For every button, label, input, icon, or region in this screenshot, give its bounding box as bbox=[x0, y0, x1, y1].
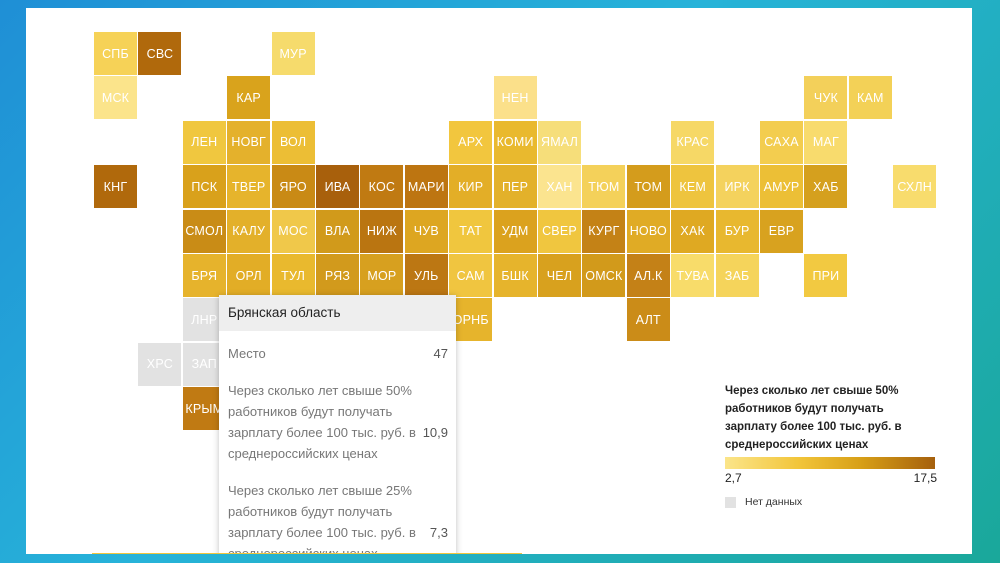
region-tile[interactable]: ЧУК bbox=[804, 76, 848, 120]
region-tile[interactable]: ХРС bbox=[138, 342, 182, 386]
region-tile[interactable]: МАГ bbox=[804, 120, 848, 164]
region-tile[interactable]: КРАС bbox=[671, 120, 715, 164]
tooltip-title: Брянская область bbox=[219, 295, 456, 331]
region-tile[interactable]: ЛНР bbox=[182, 298, 226, 342]
region-tile[interactable]: БРЯ bbox=[182, 254, 226, 297]
region-tile[interactable]: СМОЛ bbox=[182, 209, 226, 253]
region-tile[interactable]: ТУЛ bbox=[271, 254, 315, 297]
region-tile[interactable]: ЕВР bbox=[760, 209, 803, 253]
region-tile[interactable]: САХА bbox=[760, 120, 803, 164]
region-tile[interactable]: УЛЬ bbox=[404, 254, 448, 297]
region-tile[interactable]: КУРГ bbox=[582, 209, 626, 253]
bottom-tile-edge bbox=[92, 553, 522, 554]
region-tile[interactable]: НОВГ bbox=[227, 120, 271, 164]
region-tile[interactable]: ТЮМ bbox=[582, 165, 626, 209]
tooltip-row-25pct: Через сколько лет свыше 25% работников б… bbox=[219, 480, 456, 554]
region-tile[interactable]: АЛ.К bbox=[626, 254, 670, 297]
region-tile[interactable]: КНГ bbox=[94, 165, 137, 209]
region-tile[interactable]: ЯРО bbox=[271, 165, 315, 209]
tooltip-50pct-value: 10,9 bbox=[422, 425, 448, 440]
region-tile[interactable]: ОМСК bbox=[582, 254, 626, 297]
region-tile[interactable]: БШК bbox=[493, 254, 537, 297]
region-tile[interactable]: МОС bbox=[271, 209, 315, 253]
region-tile[interactable]: СПБ bbox=[94, 32, 137, 75]
region-tile[interactable]: НЕН bbox=[493, 76, 537, 120]
legend-nodata-swatch bbox=[725, 496, 736, 508]
legend-scale: 2,7 17,5 bbox=[725, 471, 937, 487]
region-tile[interactable]: ЧЕЛ bbox=[538, 254, 581, 297]
region-tile[interactable]: МСК bbox=[94, 76, 137, 120]
legend-gradient-bar bbox=[725, 457, 935, 469]
region-tile[interactable]: СХЛН bbox=[893, 165, 937, 209]
region-tile[interactable]: ХАБ bbox=[804, 165, 848, 209]
region-tile[interactable]: МУР bbox=[271, 32, 315, 75]
region-tile[interactable]: КАМ bbox=[848, 76, 892, 120]
color-legend: Через сколько лет свыше 50% работников б… bbox=[725, 382, 937, 508]
tooltip-25pct-label: Через сколько лет свыше 25% работников б… bbox=[228, 483, 416, 554]
region-tile[interactable]: АРХ bbox=[449, 120, 493, 164]
region-tile[interactable]: ТВЕР bbox=[227, 165, 271, 209]
legend-min-value: 2,7 bbox=[725, 471, 742, 485]
tooltip-25pct-value: 7,3 bbox=[429, 525, 448, 540]
tooltip-rank-value: 47 bbox=[433, 346, 448, 361]
legend-title: Через сколько лет свыше 50% работников б… bbox=[725, 385, 902, 451]
region-tile[interactable]: ЯМАЛ bbox=[538, 120, 581, 164]
region-tile[interactable]: ВЛА bbox=[316, 209, 359, 253]
map-panel: СПБ СВС МУР МСК КАР НЕН ЧУК КАМ ЛЕН НОВГ ВОЛ АРХ КОМ… bbox=[26, 8, 972, 554]
region-tile[interactable]: ТАТ bbox=[449, 209, 493, 253]
tooltip-50pct-label: Через сколько лет свыше 50% работников б… bbox=[228, 383, 416, 461]
region-tile[interactable]: ПРИ bbox=[804, 254, 848, 297]
region-tile[interactable]: КОС bbox=[360, 165, 404, 209]
region-tile[interactable]: ОРЛ bbox=[227, 254, 271, 297]
region-tile[interactable]: ОРНБ bbox=[449, 298, 493, 342]
tooltip-row-50pct: Через сколько лет свыше 50% работников б… bbox=[219, 380, 456, 464]
region-tile[interactable]: КРЫМ bbox=[182, 387, 226, 431]
region-tile[interactable]: УДМ bbox=[493, 209, 537, 253]
region-tile[interactable]: ВОЛ bbox=[271, 120, 315, 164]
region-tile[interactable]: ЛЕН bbox=[182, 120, 226, 164]
legend-max-value: 17,5 bbox=[913, 471, 937, 485]
region-tile[interactable]: ЧУВ bbox=[404, 209, 448, 253]
legend-nodata-label: Нет данных bbox=[745, 496, 803, 508]
region-tile[interactable]: НОВО bbox=[626, 209, 670, 253]
region-tile[interactable]: ИВА bbox=[316, 165, 359, 209]
region-tile[interactable]: ЗАБ bbox=[715, 254, 759, 297]
region-tile[interactable]: САМ bbox=[449, 254, 493, 297]
region-tile[interactable]: ПЕР bbox=[493, 165, 537, 209]
region-tile[interactable]: НИЖ bbox=[360, 209, 404, 253]
region-tile[interactable]: ТУВА bbox=[671, 254, 715, 297]
region-tile[interactable]: РЯЗ bbox=[316, 254, 359, 297]
region-tile[interactable]: АЛТ bbox=[626, 298, 670, 342]
tooltip-row-rank: Место 47 bbox=[219, 343, 456, 364]
legend-nodata: Нет данных bbox=[725, 496, 937, 508]
region-tile[interactable]: КЕМ bbox=[671, 165, 715, 209]
region-tile[interactable]: БУР bbox=[715, 209, 759, 253]
region-tile[interactable]: КОМИ bbox=[493, 120, 537, 164]
region-tile[interactable]: АМУР bbox=[760, 165, 803, 209]
region-tile[interactable]: ПСК bbox=[182, 165, 226, 209]
region-tile[interactable]: СВС bbox=[138, 32, 182, 75]
region-tile[interactable]: ХАН bbox=[538, 165, 581, 209]
region-tile[interactable]: КАЛУ bbox=[227, 209, 271, 253]
region-tile[interactable]: КИР bbox=[449, 165, 493, 209]
region-tooltip: Брянская область Место 47 Через сколько … bbox=[219, 295, 456, 554]
region-tile[interactable]: МОР bbox=[360, 254, 404, 297]
region-tile[interactable]: ИРК bbox=[715, 165, 759, 209]
region-tile[interactable]: ЗАП bbox=[182, 342, 226, 386]
region-tile[interactable]: СВЕР bbox=[538, 209, 581, 253]
tooltip-rank-label: Место bbox=[228, 346, 266, 361]
region-tile[interactable]: ТОМ bbox=[626, 165, 670, 209]
region-tile[interactable]: КАР bbox=[227, 76, 271, 120]
region-tile[interactable]: ХАК bbox=[671, 209, 715, 253]
region-tile[interactable]: МАРИ bbox=[404, 165, 448, 209]
